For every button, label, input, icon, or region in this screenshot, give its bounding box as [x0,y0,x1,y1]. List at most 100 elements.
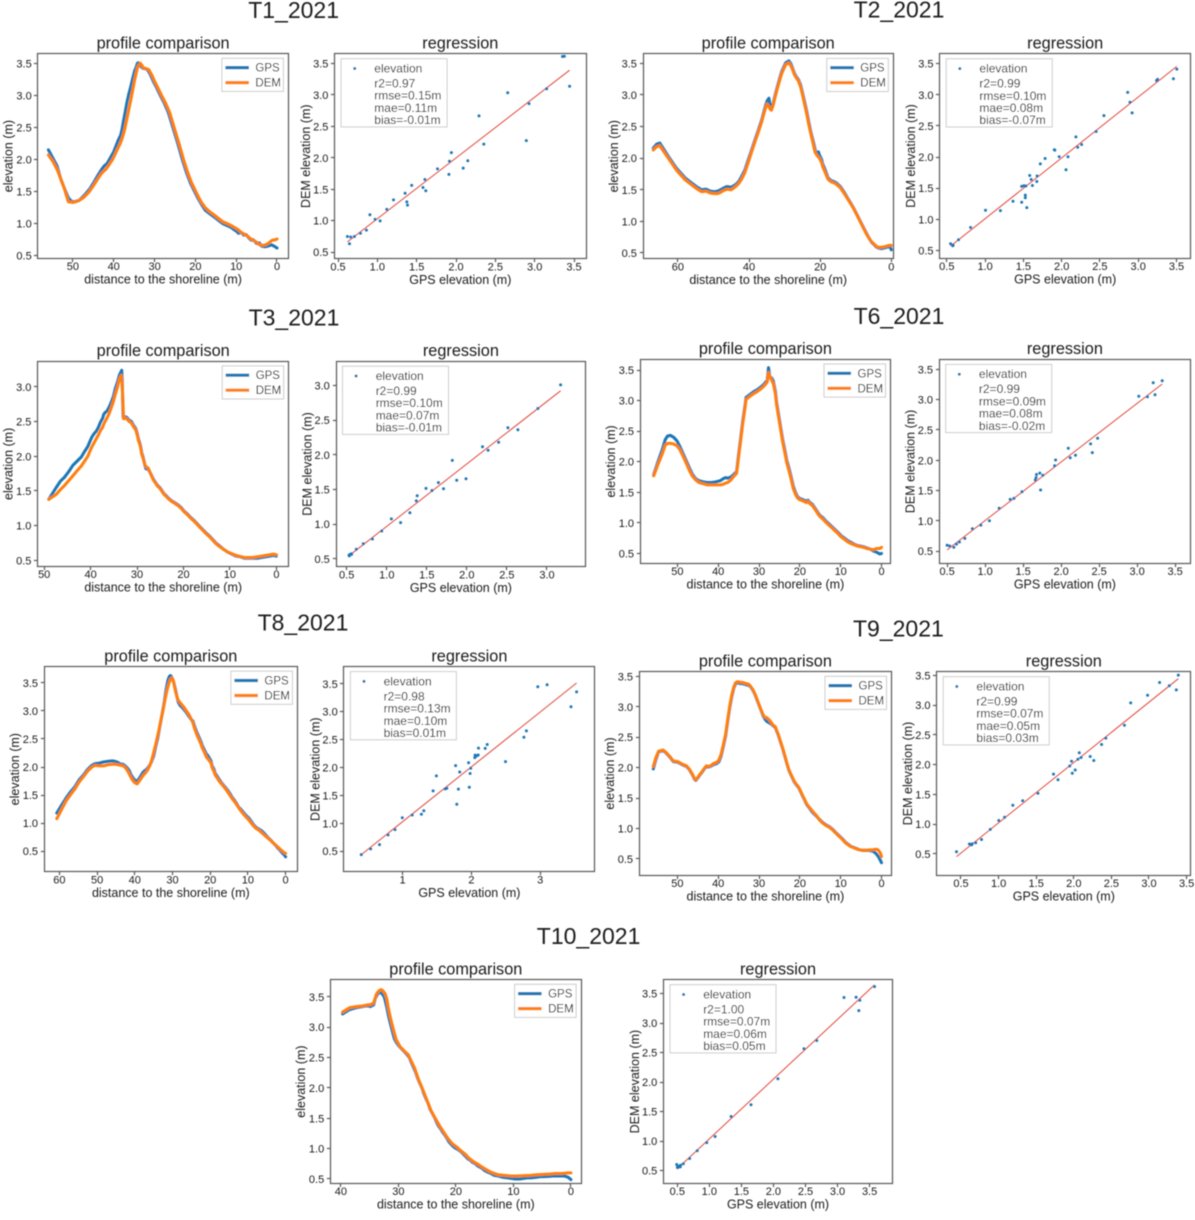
svg-text:DEM: DEM [859,696,885,708]
svg-text:GPS elevation (m): GPS elevation (m) [727,1198,829,1212]
svg-text:1.5: 1.5 [419,569,434,581]
svg-text:60: 60 [672,261,684,273]
svg-text:3.0: 3.0 [315,380,330,392]
svg-text:GPS: GPS [548,989,573,1001]
svg-text:0.5: 0.5 [16,555,31,567]
svg-text:elevation (m): elevation (m) [1,428,15,500]
svg-text:GPS elevation (m): GPS elevation (m) [1014,272,1116,286]
svg-text:3.0: 3.0 [16,382,31,394]
svg-text:3.5: 3.5 [915,670,930,682]
svg-text:2.5: 2.5 [619,426,634,438]
svg-text:10: 10 [224,569,236,581]
svg-text:T1_2021: T1_2021 [248,0,339,23]
svg-text:3.0: 3.0 [527,261,542,273]
svg-text:2.0: 2.0 [918,152,933,164]
svg-text:0: 0 [274,261,280,273]
svg-text:0.5: 0.5 [939,566,954,578]
svg-text:20: 20 [794,878,806,890]
svg-text:DEM: DEM [860,78,886,90]
svg-text:2.0: 2.0 [315,450,330,462]
svg-text:0.5: 0.5 [313,247,328,259]
svg-text:2.5: 2.5 [918,425,933,437]
svg-text:3.5: 3.5 [862,1186,877,1198]
svg-text:distance to the shoreline (m): distance to the shoreline (m) [687,890,845,904]
svg-text:rmse=0.07m: rmse=0.07m [703,1015,770,1029]
svg-text:1.0: 1.0 [618,824,633,836]
svg-text:elevation: elevation [979,367,1027,381]
svg-text:10: 10 [230,261,242,273]
svg-text:regression: regression [423,342,499,360]
svg-text:20: 20 [177,569,189,581]
svg-text:GPS elevation (m): GPS elevation (m) [1014,578,1116,592]
svg-text:1.5: 1.5 [1029,878,1044,890]
svg-text:GPS: GPS [255,63,280,75]
svg-text:distance to the shoreline (m): distance to the shoreline (m) [92,886,250,900]
svg-text:0.5: 0.5 [23,846,38,858]
svg-text:10: 10 [835,878,847,890]
svg-text:0.5: 0.5 [339,569,354,581]
svg-text:1.0: 1.0 [16,219,31,231]
svg-text:elevation (m): elevation (m) [294,1045,308,1117]
svg-text:3.5: 3.5 [618,671,633,683]
svg-text:bias=-0.07m: bias=-0.07m [979,113,1045,127]
svg-text:3.5: 3.5 [1179,878,1194,890]
svg-text:50: 50 [91,874,103,886]
svg-text:profile comparison: profile comparison [97,35,230,53]
svg-text:bias=-0.01m: bias=-0.01m [376,421,442,435]
svg-text:profile comparison: profile comparison [97,342,230,360]
svg-text:mae=0.10m: mae=0.10m [384,714,448,728]
svg-text:20: 20 [794,566,806,578]
svg-text:r2=0.97: r2=0.97 [374,77,415,91]
svg-text:DEM elevation (m): DEM elevation (m) [904,410,918,514]
svg-text:50: 50 [38,569,50,581]
svg-text:T10_2021: T10_2021 [537,923,641,949]
svg-text:60: 60 [53,874,65,886]
svg-text:2.0: 2.0 [622,153,637,165]
svg-text:1.5: 1.5 [734,1186,749,1198]
svg-text:0.5: 0.5 [618,854,633,866]
svg-text:20: 20 [814,261,826,273]
svg-text:0.5: 0.5 [622,248,637,260]
svg-text:2.5: 2.5 [918,121,933,133]
svg-text:mae=0.11m: mae=0.11m [374,101,437,115]
svg-text:DEM elevation (m): DEM elevation (m) [628,1030,642,1134]
svg-text:profile comparison: profile comparison [699,653,832,671]
svg-text:1.5: 1.5 [918,183,933,195]
svg-text:2.0: 2.0 [1054,261,1069,273]
svg-text:2.5: 2.5 [798,1186,813,1198]
svg-text:elevation (m): elevation (m) [607,120,621,192]
svg-text:1.0: 1.0 [977,566,992,578]
svg-text:rmse=0.09m: rmse=0.09m [979,394,1046,408]
svg-text:mae=0.08m: mae=0.08m [979,407,1043,421]
svg-text:40: 40 [712,878,724,890]
svg-text:T3_2021: T3_2021 [249,305,340,331]
svg-text:3.5: 3.5 [918,364,933,376]
svg-text:3.0: 3.0 [1131,261,1146,273]
svg-text:GPS: GPS [264,676,289,688]
svg-text:3.5: 3.5 [918,59,933,71]
svg-text:2.5: 2.5 [622,122,637,134]
svg-text:1.0: 1.0 [642,1136,657,1148]
svg-text:regression: regression [422,35,498,53]
svg-text:T9_2021: T9_2021 [853,616,944,642]
svg-text:1.0: 1.0 [313,216,328,228]
svg-text:2.5: 2.5 [642,1048,657,1060]
svg-text:GPS: GPS [859,681,884,693]
svg-text:DEM elevation (m): DEM elevation (m) [901,722,915,826]
svg-text:3.0: 3.0 [1141,878,1156,890]
svg-text:GPS: GPS [256,370,281,382]
svg-text:r2=0.99: r2=0.99 [976,695,1017,709]
svg-text:3.5: 3.5 [1167,566,1182,578]
svg-text:distance to the shoreline (m): distance to the shoreline (m) [84,581,242,595]
svg-text:0.5: 0.5 [918,546,933,558]
svg-text:3.0: 3.0 [313,90,328,102]
svg-text:50: 50 [671,566,683,578]
svg-text:T6_2021: T6_2021 [854,303,945,329]
svg-text:bias=0.03m: bias=0.03m [976,731,1038,745]
svg-text:1.0: 1.0 [915,819,930,831]
svg-text:T8_2021: T8_2021 [258,610,349,636]
svg-text:10: 10 [507,1186,519,1198]
svg-text:1.0: 1.0 [977,261,992,273]
svg-text:2.0: 2.0 [16,155,31,167]
svg-text:2.5: 2.5 [618,732,633,744]
